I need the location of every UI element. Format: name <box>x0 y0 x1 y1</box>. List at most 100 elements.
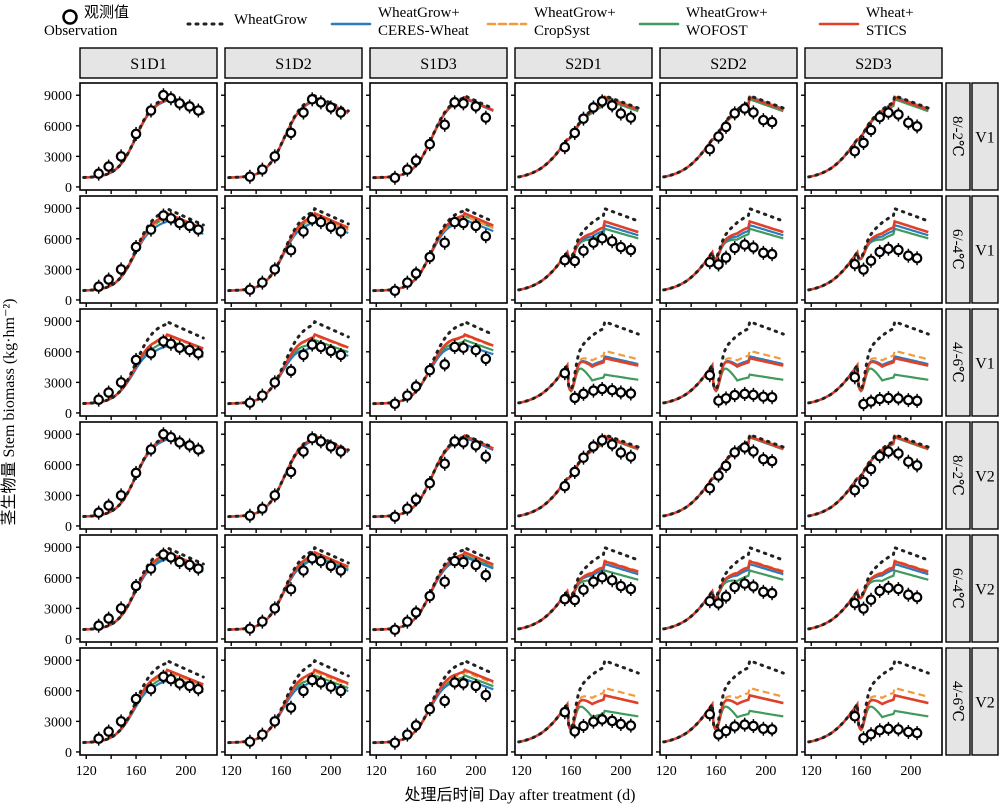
variety-strip-label: V2 <box>975 469 995 486</box>
obs-point <box>480 569 492 581</box>
panel-frame <box>659 534 798 643</box>
obs-point <box>244 171 256 183</box>
obs-point <box>849 145 861 157</box>
series-line-wg <box>227 206 350 293</box>
obs-point <box>739 103 750 114</box>
series-line-wg <box>372 658 495 745</box>
strip-box <box>514 47 653 79</box>
obs-point <box>470 101 482 112</box>
obs-point <box>325 221 337 233</box>
obs-point <box>883 446 894 457</box>
panel-r2-c1 <box>221 308 363 420</box>
obs-point <box>588 441 599 452</box>
obs-point <box>865 728 877 740</box>
obs-point <box>865 255 877 267</box>
obs-point <box>410 381 422 392</box>
x-tick-label: 200 <box>175 764 196 779</box>
panel-r4-c4 <box>656 534 798 646</box>
panel-frame <box>804 82 943 191</box>
y-tick-label: 9000 <box>44 541 72 556</box>
obs-point <box>306 94 318 105</box>
obs-point <box>458 437 469 448</box>
obs-point <box>578 245 589 257</box>
obs-point <box>911 460 923 471</box>
obs-point <box>145 105 157 116</box>
obs-point <box>720 460 732 472</box>
legend-item-3: WheatGrow+ CropSyst <box>486 5 616 39</box>
variety-strip-box <box>971 421 999 530</box>
panel-r3-c0: 0 3000 6000 9000 <box>44 421 218 535</box>
series-line-wg <box>517 319 640 405</box>
column-strip-S1D2: S1D2 <box>224 47 363 79</box>
series-line-wg <box>807 93 930 179</box>
obs-point <box>184 101 195 112</box>
y-tick-label: 6000 <box>44 459 72 474</box>
panel-frame <box>369 195 508 304</box>
variety-strip-box <box>971 195 999 304</box>
variety-strip-label: V1 <box>975 243 995 260</box>
y-tick-label: 0 <box>65 294 72 309</box>
y-tick-label: 0 <box>65 407 72 422</box>
variety-strip-box <box>971 308 999 417</box>
series-line-wg <box>807 658 930 744</box>
obs-point <box>402 390 413 401</box>
series-line-wg <box>517 432 640 518</box>
obs-point <box>704 708 716 720</box>
obs-point <box>911 591 923 603</box>
obs-point <box>165 338 177 350</box>
obs-point <box>439 458 451 470</box>
obs-point <box>145 444 157 455</box>
obs-point <box>720 252 732 263</box>
obs-point <box>449 436 460 447</box>
obs-point <box>903 726 914 738</box>
panel-frame <box>659 421 798 530</box>
series-line-wg <box>662 658 785 744</box>
obs-point <box>402 164 413 175</box>
obs-point <box>130 128 142 140</box>
obs-point <box>325 441 337 452</box>
y-tick-label: 0 <box>65 181 72 196</box>
obs-point <box>389 172 401 184</box>
obs-point <box>257 164 268 175</box>
obs-point <box>874 450 886 462</box>
series-line-wg <box>372 93 495 180</box>
temp-strip-label: 6/-4℃ <box>949 229 965 270</box>
obs-point <box>758 391 769 403</box>
obs-point <box>193 683 204 695</box>
obs-point <box>449 341 460 353</box>
panel-frame <box>804 534 943 643</box>
panel-frame <box>369 82 508 191</box>
obs-point <box>335 685 347 697</box>
panel-r4-c0: 0 3000 6000 9000 <box>44 534 218 648</box>
obs-point <box>193 224 204 235</box>
obs-point <box>103 613 114 624</box>
x-tick-label: 120 <box>366 764 387 779</box>
y-tick-label: 9000 <box>44 89 72 104</box>
obs-point <box>103 161 114 172</box>
panel-r0-c2 <box>366 82 508 194</box>
obs-point <box>720 393 732 404</box>
y-tick-label: 3000 <box>44 263 72 278</box>
row-strip-0: 8/-2℃ V1 <box>945 82 999 191</box>
x-tick-label: 120 <box>656 764 677 779</box>
panel-frame <box>369 534 508 643</box>
obs-point <box>615 387 627 398</box>
obs-point <box>739 442 750 453</box>
legend-label: WheatGrow+ CERES-Wheat <box>378 5 470 39</box>
obs-point <box>606 100 618 111</box>
obs-point <box>184 440 195 451</box>
obs-point <box>174 437 185 448</box>
row-strip-5: 4/-6℃ V2 <box>945 647 999 756</box>
obs-point <box>480 112 492 123</box>
obs-point <box>758 723 769 735</box>
panel-r3-c5 <box>801 421 943 533</box>
obs-point <box>165 552 177 563</box>
obs-point <box>606 235 618 247</box>
obs-point <box>174 217 185 229</box>
column-strip-label: S2D1 <box>565 56 601 73</box>
obs-point <box>410 494 422 505</box>
obs-point <box>439 119 451 131</box>
column-strip-label: S1D2 <box>275 56 311 73</box>
obs-point <box>410 607 422 618</box>
obs-point <box>874 393 886 405</box>
